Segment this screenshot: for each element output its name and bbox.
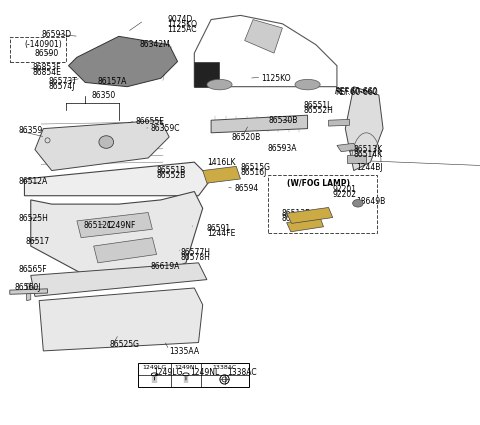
Text: 1244FE: 1244FE (207, 229, 235, 238)
Polygon shape (77, 212, 152, 238)
Polygon shape (94, 238, 156, 263)
Text: 86552H: 86552H (303, 106, 333, 115)
Text: 1249NF: 1249NF (106, 221, 136, 230)
Text: 86530B: 86530B (269, 116, 299, 125)
Text: 1416LK: 1416LK (207, 158, 235, 167)
Text: 1249LG: 1249LG (153, 368, 182, 377)
Ellipse shape (353, 199, 363, 207)
Text: 86525H: 86525H (18, 214, 48, 223)
Text: 86552B: 86552B (156, 171, 186, 180)
Text: 1249NL: 1249NL (190, 368, 219, 377)
Ellipse shape (207, 79, 232, 90)
Text: 92202: 92202 (333, 190, 357, 199)
Text: 1338AC: 1338AC (227, 368, 257, 377)
Text: 86655E: 86655E (136, 116, 165, 125)
Text: 92201: 92201 (333, 185, 357, 194)
Bar (348, 156, 366, 163)
Text: (W/FOG LAMP): (W/FOG LAMP) (287, 178, 349, 188)
Polygon shape (287, 218, 324, 232)
Polygon shape (203, 166, 240, 183)
Text: 86590: 86590 (35, 49, 59, 59)
Text: 86551B: 86551B (156, 166, 186, 175)
Text: 86593A: 86593A (268, 144, 297, 153)
Text: 86565F: 86565F (18, 265, 47, 274)
Text: 86359C: 86359C (150, 124, 180, 133)
Text: 86573T: 86573T (49, 77, 78, 86)
Text: 86516J: 86516J (240, 168, 267, 177)
Text: 86560J: 86560J (15, 283, 41, 292)
Polygon shape (194, 62, 219, 87)
Text: 1125KQ: 1125KQ (167, 20, 197, 29)
Polygon shape (31, 263, 207, 296)
Text: 86157A: 86157A (98, 77, 127, 86)
Text: 86515G: 86515G (240, 163, 270, 172)
Ellipse shape (99, 136, 114, 148)
Text: 86342M: 86342M (140, 40, 170, 49)
Text: 86594: 86594 (234, 184, 258, 193)
Text: 1125KO: 1125KO (262, 74, 291, 83)
Text: 86578H: 86578H (180, 253, 210, 262)
Polygon shape (10, 289, 48, 294)
Polygon shape (345, 87, 383, 170)
Polygon shape (245, 20, 282, 53)
Text: 1249LG: 1249LG (143, 365, 167, 370)
Text: 1338AC: 1338AC (212, 365, 237, 370)
Text: 86512C: 86512C (83, 221, 112, 230)
Text: 86577H: 86577H (180, 248, 211, 257)
Ellipse shape (45, 138, 50, 143)
Text: 9074D: 9074D (167, 15, 192, 24)
Polygon shape (35, 120, 169, 170)
Text: 86513K: 86513K (354, 145, 383, 154)
Text: REF.60-660: REF.60-660 (335, 88, 378, 97)
Text: 86520B: 86520B (231, 133, 261, 142)
Text: 86574J: 86574J (49, 82, 75, 91)
Text: 1244BJ: 1244BJ (356, 163, 383, 172)
Polygon shape (69, 37, 178, 87)
Text: REF.60-660: REF.60-660 (335, 87, 378, 96)
Polygon shape (328, 119, 349, 126)
Text: 86551L: 86551L (303, 101, 332, 110)
Text: 86517: 86517 (25, 237, 49, 246)
Text: 86359: 86359 (18, 126, 42, 135)
Ellipse shape (295, 79, 320, 90)
Text: 18649B: 18649B (356, 197, 385, 206)
Text: (-140901): (-140901) (24, 40, 62, 49)
Text: 86350: 86350 (92, 91, 116, 100)
Text: 86619A: 86619A (150, 262, 180, 271)
Polygon shape (31, 192, 203, 280)
Text: 1249NL: 1249NL (174, 365, 198, 370)
Text: 86525G: 86525G (109, 340, 140, 349)
Bar (138, 363, 249, 387)
Polygon shape (211, 115, 308, 133)
Text: 1125AC: 1125AC (167, 25, 197, 34)
Text: 1335AA: 1335AA (169, 347, 199, 356)
Text: 86593D: 86593D (41, 30, 72, 39)
Text: 86591: 86591 (207, 224, 231, 233)
Polygon shape (39, 288, 203, 351)
Text: 86853F: 86853F (32, 63, 60, 72)
Polygon shape (24, 162, 211, 196)
Text: 86512A: 86512A (18, 176, 48, 186)
Text: 86514A: 86514A (282, 214, 311, 223)
Polygon shape (337, 143, 358, 152)
Text: 86854E: 86854E (32, 68, 61, 77)
Text: 86514K: 86514K (354, 150, 383, 159)
Text: 86513B: 86513B (282, 209, 311, 218)
Polygon shape (26, 283, 31, 300)
Polygon shape (287, 207, 333, 224)
